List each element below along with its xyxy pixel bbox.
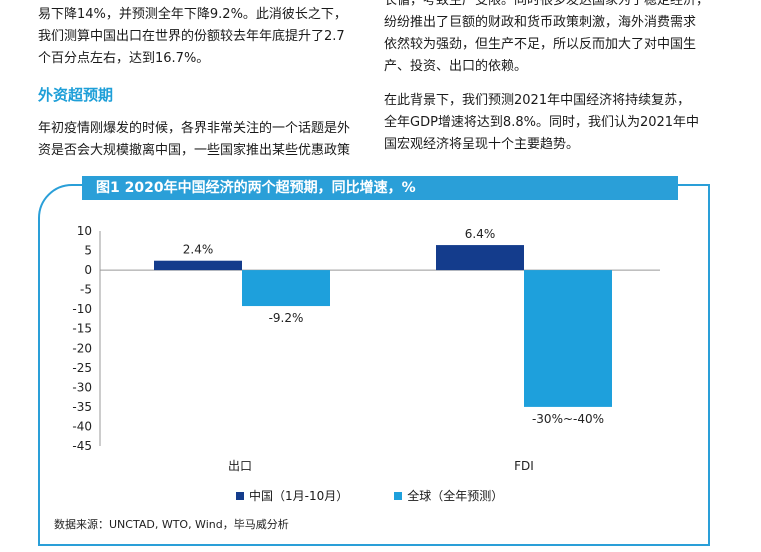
legend-item-global: 全球（全年预测） xyxy=(394,487,503,504)
y-tick-label: -35 xyxy=(72,400,92,414)
category-labels: 出口 FDI xyxy=(228,459,534,473)
y-tick-label: -45 xyxy=(72,439,92,453)
data-labels: 2.4% -9.2% 6.4% -30%~-40% xyxy=(183,227,604,426)
left-para-2: 年初疫情刚爆发的时候，各界非常关注的一个话题是外 资是否会大规模撤离中国，一些国… xyxy=(38,121,351,158)
bar xyxy=(242,270,330,307)
y-tick-label: -15 xyxy=(72,322,92,336)
legend-swatch-global xyxy=(394,491,403,500)
bars xyxy=(154,245,612,407)
y-tick-label: 0 xyxy=(84,263,92,277)
right-para-2: 在此背景下，我们预测2021年中国经济将持续复苏， 全年GDP增速将达到8.8%… xyxy=(384,93,700,152)
y-tick-label: -5 xyxy=(80,283,92,297)
bar-chart: 10 5 0 -5 -10 -15 -20 -25 -30 -35 -40 -45 2.4% -9.2%… xyxy=(72,224,660,473)
data-label: 2.4% xyxy=(183,243,214,257)
y-tick-label: -25 xyxy=(72,361,92,375)
y-tick-label: -30 xyxy=(72,380,92,394)
left-text-column: 易下降14%，并预测全年下降9.2%。此消彼长之下， 我们测算中国出口在世界的份… xyxy=(38,4,360,162)
right-text-column: 长循，考致生产受限。同时很多发达国家为了稳定经济， 纷纷推出了巨额的财政和货币政… xyxy=(384,0,724,156)
section-heading: 外资超预期 xyxy=(38,86,114,104)
y-tick-label: -40 xyxy=(72,419,92,433)
legend-label-global: 全球（全年预测） xyxy=(407,489,504,503)
data-label: -30%~-40% xyxy=(532,412,604,426)
category-label: FDI xyxy=(514,459,534,473)
y-tick-label: -20 xyxy=(72,341,92,355)
legend: 中国（1月-10月） 全球（全年预测） xyxy=(236,487,503,504)
y-tick-label: 10 xyxy=(77,224,92,238)
figure-title: 图1 2020年中国经济的两个超预期，同比增速，% xyxy=(82,176,678,200)
bar xyxy=(154,260,242,271)
legend-swatch-china xyxy=(236,491,244,500)
legend-item-china: 中国（1月-10月） xyxy=(236,487,348,504)
bar xyxy=(436,245,524,271)
y-tick-label: 5 xyxy=(84,244,92,258)
y-tick-label: -10 xyxy=(72,302,92,316)
bar xyxy=(524,270,612,407)
legend-label-china: 中国（1月-10月） xyxy=(249,489,349,503)
data-label: 6.4% xyxy=(465,227,496,241)
source-note: 数据来源：UNCTAD, WTO, Wind，毕马威分析 xyxy=(54,518,289,531)
right-para-1: 长循，考致生产受限。同时很多发达国家为了稳定经济， 纷纷推出了巨额的财政和货币政… xyxy=(384,0,710,74)
category-label: 出口 xyxy=(228,459,252,473)
left-para-1: 易下降14%，并预测全年下降9.2%。此消彼长之下， 我们测算中国出口在世界的份… xyxy=(38,7,347,66)
data-label: -9.2% xyxy=(269,311,304,325)
